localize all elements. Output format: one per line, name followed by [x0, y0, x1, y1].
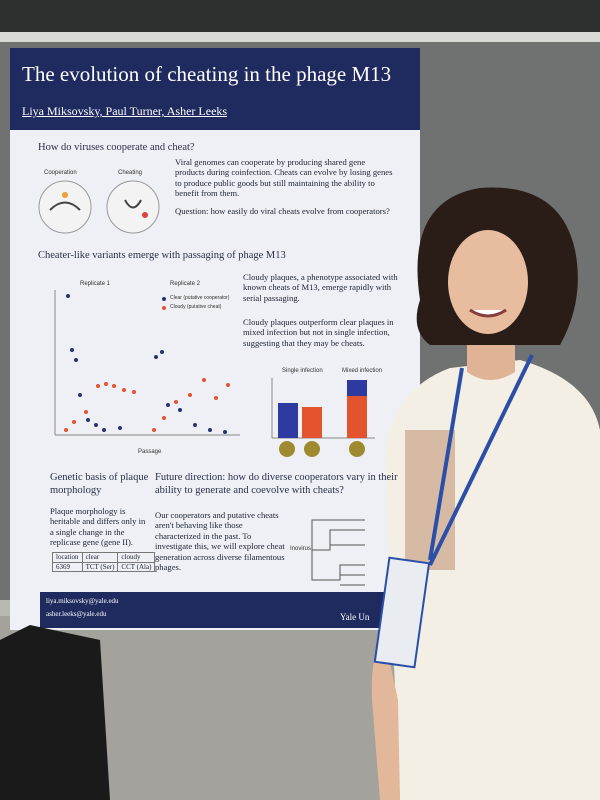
- smile: [469, 308, 507, 318]
- face: [448, 230, 528, 334]
- bar: [302, 407, 322, 438]
- plaque-photo: [279, 441, 295, 457]
- cooperation-icon: [38, 180, 92, 234]
- table-cell: 6369: [52, 561, 83, 573]
- section-heading: Genetic basis of plaque morphology: [50, 472, 149, 496]
- poster: [10, 48, 420, 630]
- poster-title: The evolution of cheating in the phage M…: [22, 62, 392, 86]
- name-badge: [373, 556, 431, 669]
- fringe: [448, 203, 530, 250]
- footer-band: [40, 592, 420, 628]
- lanyard: [428, 354, 534, 566]
- paragraph: Plaque morphology is heritable and diffe…: [50, 506, 146, 548]
- bar: [278, 403, 298, 438]
- paragraph: Viral genomes can cooperate by producing…: [175, 157, 393, 199]
- tree-label: Inovirus: [290, 546, 312, 552]
- plaque-photo: [304, 441, 320, 457]
- panel-label: Replicate 2: [170, 281, 201, 287]
- cheat-dot: [142, 212, 148, 218]
- email: asher.leeks@yale.edu: [46, 610, 107, 618]
- legend-swatch: [162, 297, 166, 301]
- logo-text: Yale Un: [340, 612, 370, 622]
- paragraph: Question: how easily do viral cheats evo…: [175, 206, 390, 216]
- legend-entry: Cloudy (putative cheat): [170, 304, 222, 310]
- legend-swatch: [162, 306, 166, 310]
- plaque-photo: [349, 441, 365, 457]
- panel-label: Mixed infection: [342, 368, 383, 374]
- section-heading: Cheater-like variants emerge with passag…: [38, 250, 286, 261]
- legend-entry: Clear (putative cooperator): [170, 295, 230, 301]
- email: liya.miksovsky@yale.edu: [46, 597, 119, 605]
- paragraph: Cloudy plaques outperform clear plaques …: [243, 317, 394, 348]
- cloudy-points: [64, 378, 230, 432]
- paragraph: Our cooperators and putative cheats aren…: [155, 510, 285, 573]
- bar: [347, 396, 367, 438]
- genome-shape: [49, 199, 142, 211]
- table-header: location: [52, 552, 83, 563]
- title-band: [10, 48, 420, 130]
- table-header: cloudy: [117, 552, 156, 563]
- clear-points: [66, 294, 227, 434]
- section-heading: How do viruses cooperate and cheat?: [38, 142, 195, 153]
- section-heading: Future direction: how do diverse coopera…: [155, 472, 398, 496]
- arm: [371, 640, 400, 800]
- diagram-label: Cooperation: [44, 170, 77, 176]
- bar: [347, 380, 367, 396]
- table-cell: CCT (Ala): [117, 561, 156, 573]
- panel-label: Single infection: [282, 368, 323, 374]
- paragraph: Cloudy plaques, a phenotype associated w…: [243, 272, 398, 303]
- poster-authors: Liya Miksovsky, Paul Turner, Asher Leeks: [22, 104, 228, 118]
- table-header: clear: [81, 552, 119, 563]
- mutation-table: location clear cloudy 6369 TCT (Ser) CCT (Al…: [52, 552, 156, 573]
- diagram-label: Cheating: [118, 170, 143, 176]
- product-dot: [62, 192, 68, 198]
- bystander-legs: [0, 625, 110, 800]
- x-axis-label: Passage: [138, 449, 162, 455]
- light-strip: [0, 32, 600, 42]
- panel-label: Replicate 1: [80, 281, 111, 287]
- table-cell: TCT (Ser): [81, 561, 119, 573]
- phylogeny: [311, 519, 365, 586]
